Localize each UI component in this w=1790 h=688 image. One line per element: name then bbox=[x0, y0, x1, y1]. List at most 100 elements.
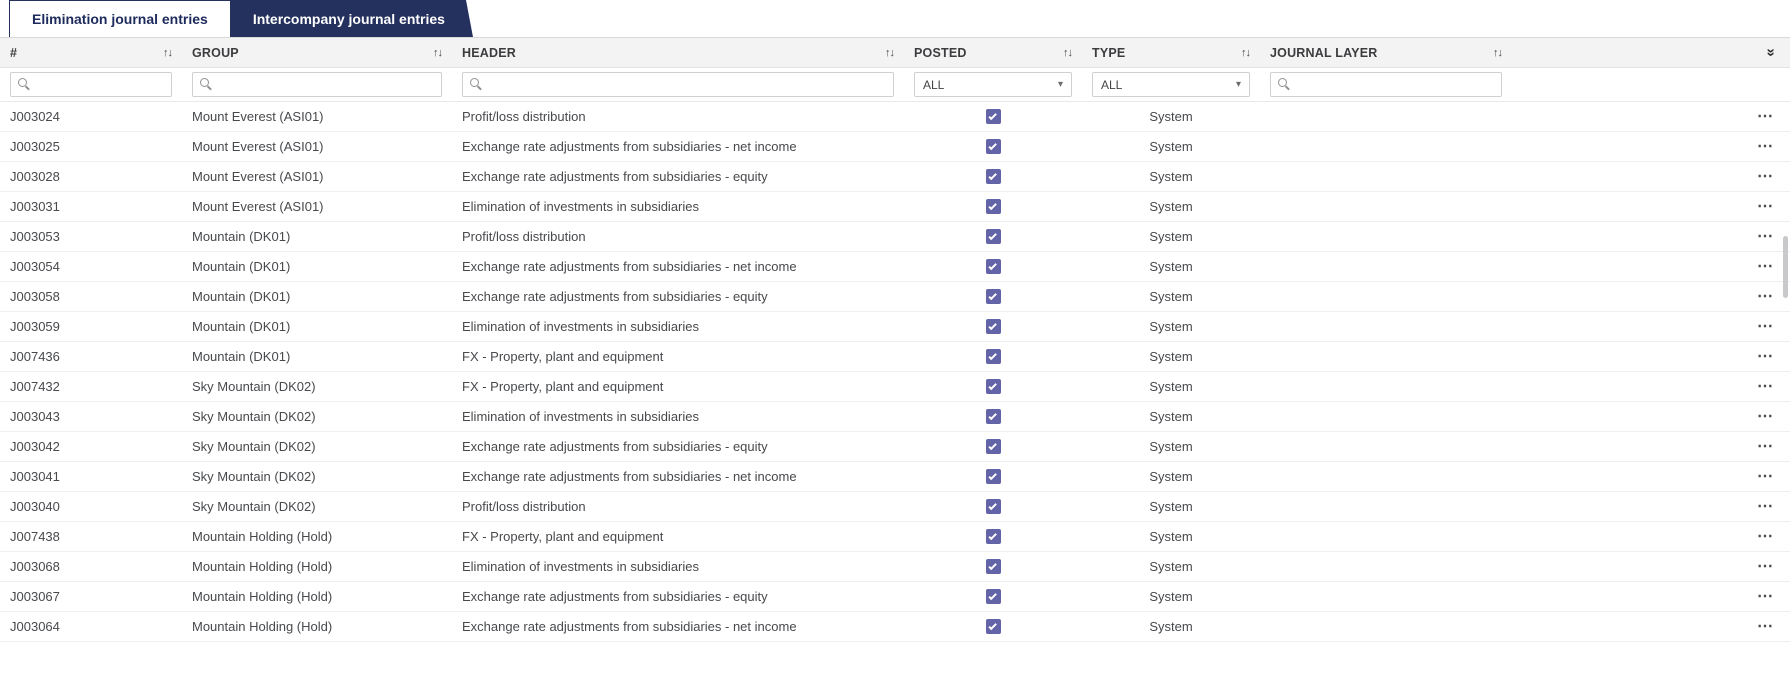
entry-group: Mountain Holding (Hold) bbox=[192, 559, 333, 574]
entry-type: System bbox=[1149, 109, 1193, 124]
posted-checkbox[interactable] bbox=[985, 109, 1001, 124]
row-menu-icon[interactable]: ⋯ bbox=[1757, 441, 1774, 452]
column-label: HEADER bbox=[462, 45, 516, 60]
collapse-filters-icon[interactable]: « bbox=[1761, 48, 1779, 57]
entry-id: J003054 bbox=[10, 259, 60, 274]
actions-cell: ⋯ bbox=[1512, 292, 1790, 302]
entry-header: Exchange rate adjustments from subsidiar… bbox=[462, 259, 797, 274]
entry-type: System bbox=[1149, 379, 1193, 394]
sort-icon[interactable]: ↑↓ bbox=[163, 46, 173, 59]
search-icon bbox=[18, 77, 27, 87]
table-row[interactable]: J007432 Sky Mountain (DK02) FX - Propert… bbox=[0, 372, 1790, 402]
column-header-id: # ↑↓ bbox=[0, 38, 182, 67]
table-row[interactable]: J003064 Mountain Holding (Hold) Exchange… bbox=[0, 612, 1790, 642]
entry-group: Mountain (DK01) bbox=[192, 259, 291, 274]
posted-checkbox[interactable] bbox=[985, 619, 1001, 634]
entry-header: Exchange rate adjustments from subsidiar… bbox=[462, 289, 768, 304]
sort-icon[interactable]: ↑↓ bbox=[885, 46, 895, 59]
type-filter-select[interactable]: ALL ▾ bbox=[1092, 72, 1250, 97]
posted-checkbox[interactable] bbox=[985, 499, 1001, 514]
row-menu-icon[interactable]: ⋯ bbox=[1757, 411, 1774, 422]
entry-header: FX - Property, plant and equipment bbox=[462, 379, 664, 394]
table-row[interactable]: J003058 Mountain (DK01) Exchange rate ad… bbox=[0, 282, 1790, 312]
row-menu-icon[interactable]: ⋯ bbox=[1757, 321, 1774, 332]
sort-icon[interactable]: ↑↓ bbox=[433, 46, 443, 59]
table-row[interactable]: J003053 Mountain (DK01) Profit/loss dist… bbox=[0, 222, 1790, 252]
table-row[interactable]: J003024 Mount Everest (ASI01) Profit/los… bbox=[0, 102, 1790, 132]
scrollbar-thumb[interactable] bbox=[1783, 236, 1788, 298]
tab-intercompany-journal-entries[interactable]: Intercompany journal entries bbox=[231, 0, 473, 37]
group-filter-input[interactable] bbox=[192, 72, 442, 97]
column-header-header: HEADER ↑↓ bbox=[452, 38, 904, 67]
filter-row: ALL ▾ ALL ▾ bbox=[0, 68, 1790, 102]
row-menu-icon[interactable]: ⋯ bbox=[1757, 351, 1774, 362]
posted-checkbox[interactable] bbox=[985, 319, 1001, 334]
row-menu-icon[interactable]: ⋯ bbox=[1757, 531, 1774, 542]
sort-icon[interactable]: ↑↓ bbox=[1493, 46, 1503, 59]
tab-elimination-journal-entries[interactable]: Elimination journal entries bbox=[9, 0, 231, 37]
sort-icon[interactable]: ↑↓ bbox=[1241, 46, 1251, 59]
entry-header: Exchange rate adjustments from subsidiar… bbox=[462, 139, 797, 154]
posted-cell bbox=[904, 319, 1082, 334]
entry-type: System bbox=[1149, 259, 1193, 274]
row-menu-icon[interactable]: ⋯ bbox=[1757, 501, 1774, 512]
row-menu-icon[interactable]: ⋯ bbox=[1757, 141, 1774, 152]
actions-cell: ⋯ bbox=[1512, 142, 1790, 152]
posted-checkbox[interactable] bbox=[985, 439, 1001, 454]
row-menu-icon[interactable]: ⋯ bbox=[1757, 561, 1774, 572]
row-menu-icon[interactable]: ⋯ bbox=[1757, 201, 1774, 212]
table-row[interactable]: J003068 Mountain Holding (Hold) Eliminat… bbox=[0, 552, 1790, 582]
row-menu-icon[interactable]: ⋯ bbox=[1757, 111, 1774, 122]
row-menu-icon[interactable]: ⋯ bbox=[1757, 231, 1774, 242]
posted-checkbox[interactable] bbox=[985, 349, 1001, 364]
row-menu-icon[interactable]: ⋯ bbox=[1757, 591, 1774, 602]
entry-id: J003031 bbox=[10, 199, 60, 214]
posted-checkbox[interactable] bbox=[985, 559, 1001, 574]
sort-icon[interactable]: ↑↓ bbox=[1063, 46, 1073, 59]
table-row[interactable]: J003040 Sky Mountain (DK02) Profit/loss … bbox=[0, 492, 1790, 522]
posted-checkbox[interactable] bbox=[985, 469, 1001, 484]
table-row[interactable]: J003028 Mount Everest (ASI01) Exchange r… bbox=[0, 162, 1790, 192]
table-row[interactable]: J003054 Mountain (DK01) Exchange rate ad… bbox=[0, 252, 1790, 282]
table-row[interactable]: J003025 Mount Everest (ASI01) Exchange r… bbox=[0, 132, 1790, 162]
row-menu-icon[interactable]: ⋯ bbox=[1757, 381, 1774, 392]
id-filter-input[interactable] bbox=[10, 72, 172, 97]
entry-header: Elimination of investments in subsidiari… bbox=[462, 559, 699, 574]
entry-header: Profit/loss distribution bbox=[462, 229, 586, 244]
row-menu-icon[interactable]: ⋯ bbox=[1757, 171, 1774, 182]
table-row[interactable]: J003067 Mountain Holding (Hold) Exchange… bbox=[0, 582, 1790, 612]
entry-group: Mountain Holding (Hold) bbox=[192, 529, 333, 544]
row-menu-icon[interactable]: ⋯ bbox=[1757, 621, 1774, 632]
table-row[interactable]: J003042 Sky Mountain (DK02) Exchange rat… bbox=[0, 432, 1790, 462]
posted-checkbox[interactable] bbox=[985, 379, 1001, 394]
table-row[interactable]: J003059 Mountain (DK01) Elimination of i… bbox=[0, 312, 1790, 342]
row-menu-icon[interactable]: ⋯ bbox=[1757, 261, 1774, 272]
posted-checkbox[interactable] bbox=[985, 589, 1001, 604]
header-filter-input[interactable] bbox=[462, 72, 894, 97]
posted-checkbox[interactable] bbox=[985, 199, 1001, 214]
entry-type: System bbox=[1149, 349, 1193, 364]
row-menu-icon[interactable]: ⋯ bbox=[1757, 291, 1774, 302]
table-row[interactable]: J003041 Sky Mountain (DK02) Exchange rat… bbox=[0, 462, 1790, 492]
column-header-posted: POSTED ↑↓ bbox=[904, 38, 1082, 67]
posted-filter-select[interactable]: ALL ▾ bbox=[914, 72, 1072, 97]
posted-checkbox[interactable] bbox=[985, 529, 1001, 544]
posted-checkbox[interactable] bbox=[985, 259, 1001, 274]
table-row[interactable]: J003043 Sky Mountain (DK02) Elimination … bbox=[0, 402, 1790, 432]
posted-checkbox[interactable] bbox=[985, 409, 1001, 424]
entry-header: Profit/loss distribution bbox=[462, 109, 586, 124]
table-row[interactable]: J007436 Mountain (DK01) FX - Property, p… bbox=[0, 342, 1790, 372]
posted-checkbox[interactable] bbox=[985, 289, 1001, 304]
actions-cell: ⋯ bbox=[1512, 442, 1790, 452]
table-row[interactable]: J007438 Mountain Holding (Hold) FX - Pro… bbox=[0, 522, 1790, 552]
posted-cell bbox=[904, 289, 1082, 304]
entry-header: Elimination of investments in subsidiari… bbox=[462, 319, 699, 334]
table-row[interactable]: J003031 Mount Everest (ASI01) Eliminatio… bbox=[0, 192, 1790, 222]
search-icon bbox=[470, 77, 479, 87]
checkmark-icon bbox=[988, 621, 997, 630]
row-menu-icon[interactable]: ⋯ bbox=[1757, 471, 1774, 482]
journal-layer-filter-input[interactable] bbox=[1270, 72, 1502, 97]
posted-checkbox[interactable] bbox=[985, 229, 1001, 244]
posted-checkbox[interactable] bbox=[985, 139, 1001, 154]
posted-checkbox[interactable] bbox=[985, 169, 1001, 184]
